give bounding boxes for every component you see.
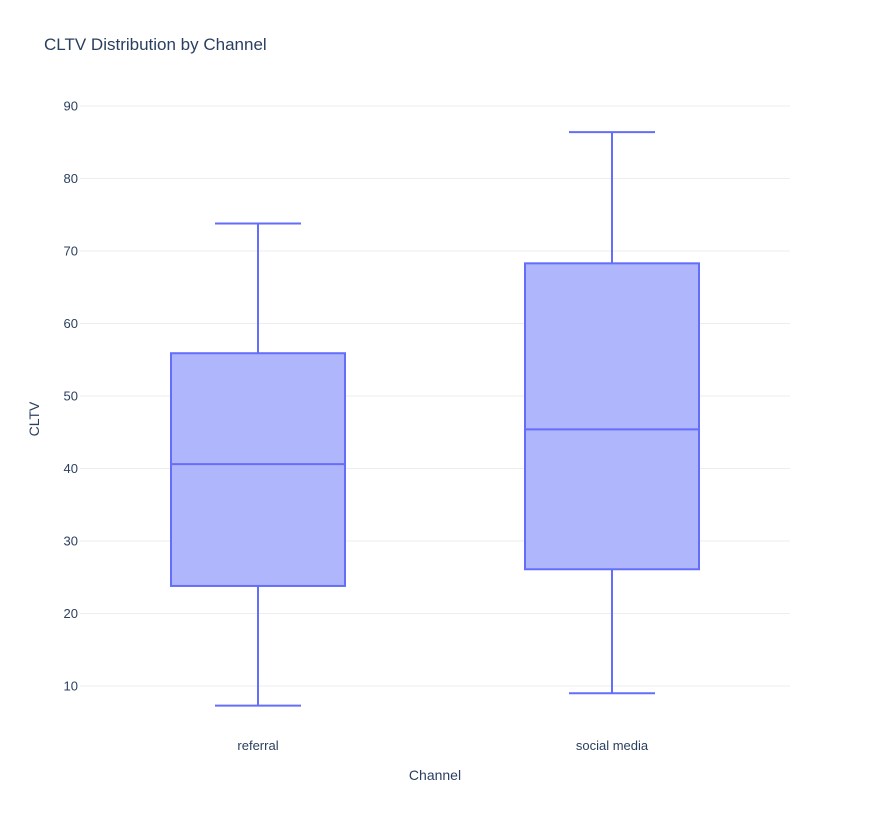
x-tick-label: referral xyxy=(237,738,278,753)
box-0 xyxy=(170,222,346,707)
x-axis-ticks: referral social media xyxy=(237,738,648,753)
y-tick-label: 40 xyxy=(64,461,78,476)
y-tick-label: 20 xyxy=(64,606,78,621)
y-tick-label: 90 xyxy=(64,99,78,114)
y-tick-label: 10 xyxy=(64,679,78,694)
x-axis-title: Channel xyxy=(409,767,461,783)
y-tick-label: 80 xyxy=(64,171,78,186)
iqr-box xyxy=(170,352,346,587)
x-tick-label: social media xyxy=(576,738,649,753)
y-axis-ticks: 10 20 30 40 50 60 70 80 90 xyxy=(64,99,78,694)
boxes xyxy=(170,131,700,707)
iqr-box xyxy=(524,262,700,571)
y-tick-label: 60 xyxy=(64,316,78,331)
y-tick-label: 30 xyxy=(64,534,78,549)
box-1 xyxy=(524,131,700,695)
y-axis-title: CLTV xyxy=(26,401,42,436)
y-tick-label: 50 xyxy=(64,389,78,404)
y-tick-label: 70 xyxy=(64,244,78,259)
chart-title: CLTV Distribution by Channel xyxy=(44,35,267,54)
